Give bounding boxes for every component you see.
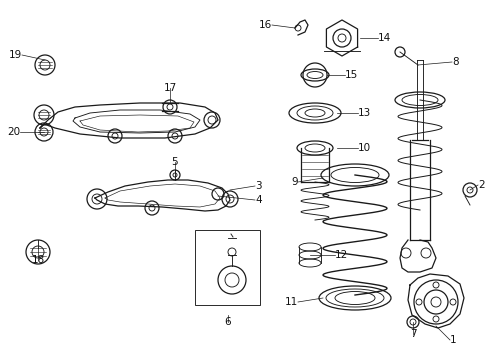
Text: 12: 12 <box>334 250 347 260</box>
Text: 16: 16 <box>258 20 271 30</box>
Text: 7: 7 <box>409 329 415 339</box>
Text: 13: 13 <box>357 108 370 118</box>
Text: 18: 18 <box>31 255 44 265</box>
Bar <box>195 230 260 305</box>
Text: 8: 8 <box>451 57 458 67</box>
Text: 19: 19 <box>9 50 22 60</box>
Text: 20: 20 <box>7 127 20 137</box>
Text: 6: 6 <box>224 317 231 327</box>
Text: 10: 10 <box>357 143 370 153</box>
Text: 2: 2 <box>477 180 484 190</box>
Text: 5: 5 <box>171 157 178 167</box>
Text: 4: 4 <box>254 195 261 205</box>
Text: 15: 15 <box>345 70 358 80</box>
Text: 3: 3 <box>254 181 261 191</box>
Text: 14: 14 <box>377 33 390 43</box>
Text: 11: 11 <box>284 297 297 307</box>
Text: 17: 17 <box>163 83 176 93</box>
Text: 9: 9 <box>291 177 297 187</box>
Text: 1: 1 <box>449 335 456 345</box>
